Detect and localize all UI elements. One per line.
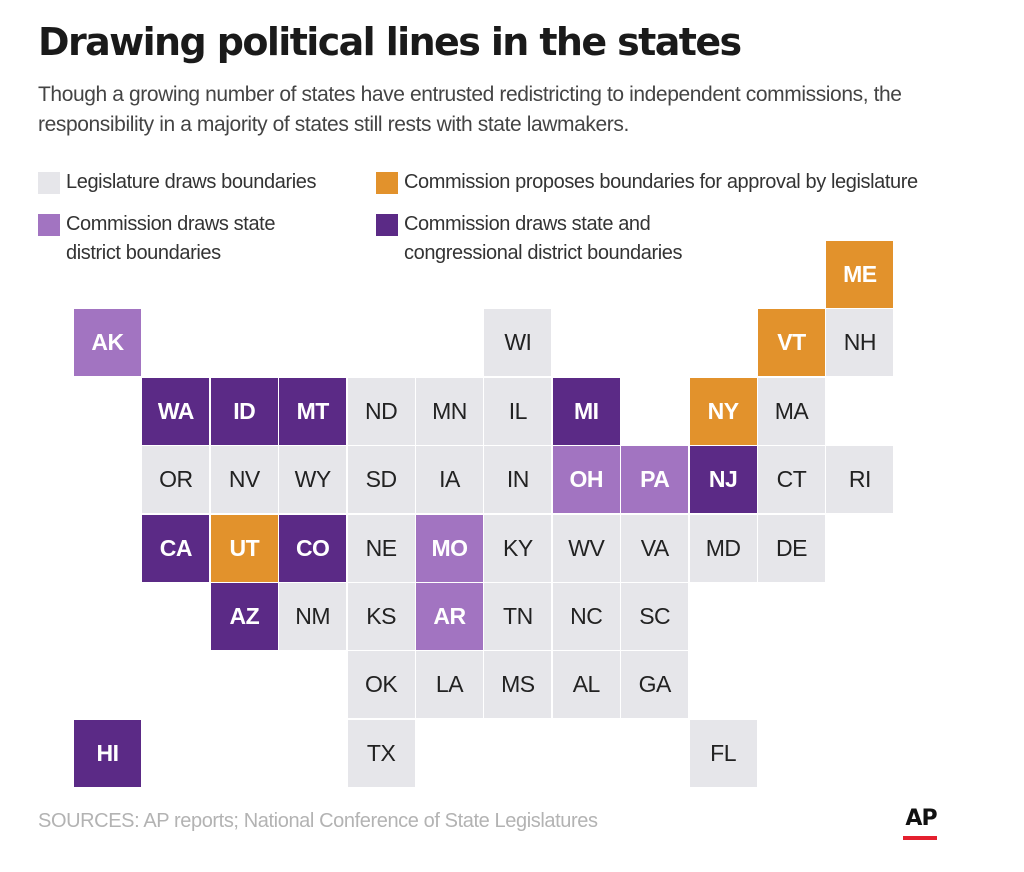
state-tile-me: ME (826, 241, 895, 309)
state-tile-ut: UT (210, 514, 279, 583)
state-tile-ne: NE (347, 514, 416, 583)
state-tile-nj: NJ (689, 446, 758, 515)
state-tile-tn: TN (484, 583, 553, 651)
state-tile-mi: MI (552, 377, 621, 446)
state-tile-mt: MT (279, 377, 348, 446)
state-tile-wi: WI (484, 309, 553, 378)
state-tile-ia: IA (416, 446, 484, 515)
state-tile-tx: TX (347, 719, 416, 788)
state-tile-vt: VT (758, 309, 826, 378)
state-tile-wv: WV (552, 514, 621, 583)
state-tile-ms: MS (484, 651, 553, 720)
legend-label-legislature: Legislature draws boundaries (66, 171, 317, 193)
state-tile-oh: OH (552, 446, 621, 515)
page-title: Drawing political lines in the states (38, 20, 742, 64)
state-tile-nc: NC (552, 583, 621, 651)
state-tile-nh: NH (826, 309, 895, 378)
state-tile-la: LA (416, 651, 484, 720)
ap-logo: AP (905, 806, 937, 831)
state-tile-hi: HI (74, 719, 142, 788)
source-note: SOURCES: AP reports; National Conference… (38, 810, 598, 832)
state-tile-nm: NM (279, 583, 348, 651)
state-tile-or: OR (142, 446, 211, 515)
legend-item-both: Commission draws state and congressional… (376, 210, 756, 268)
state-tile-ar: AR (416, 583, 484, 651)
state-tile-nv: NV (210, 446, 279, 515)
state-tile-al: AL (552, 651, 621, 720)
state-tile-mo: MO (416, 514, 484, 583)
state-tile-in: IN (484, 446, 553, 515)
state-tile-fl: FL (689, 719, 758, 788)
state-tile-ga: GA (621, 651, 690, 720)
state-tile-wy: WY (279, 446, 348, 515)
legend-item-proposes: Commission proposes boundaries for appro… (376, 168, 976, 197)
state-tile-sc: SC (621, 583, 690, 651)
state-tile-ky: KY (484, 514, 553, 583)
state-tile-de: DE (758, 514, 826, 583)
state-tile-sd: SD (347, 446, 416, 515)
state-tile-wa: WA (142, 377, 211, 446)
state-tile-ak: AK (74, 309, 142, 378)
legend-swatch-both (376, 214, 398, 236)
legend-swatch-legislature (38, 172, 60, 194)
state-tile-az: AZ (210, 583, 279, 651)
legend-label-state: Commission draws state district boundari… (66, 213, 276, 264)
page-subtitle: Though a growing number of states have e… (38, 83, 902, 136)
state-tile-ks: KS (347, 583, 416, 651)
state-tile-pa: PA (621, 446, 690, 515)
state-tile-ma: MA (758, 377, 826, 446)
state-tile-nd: ND (347, 377, 416, 446)
state-tile-ok: OK (347, 651, 416, 720)
legend-item-legislature: Legislature draws boundaries (38, 168, 358, 197)
state-tile-id: ID (210, 377, 279, 446)
state-tile-md: MD (689, 514, 758, 583)
state-tile-co: CO (279, 514, 348, 583)
legend-swatch-proposes (376, 172, 398, 194)
state-tile-ca: CA (142, 514, 211, 583)
ap-logo-underline (903, 836, 937, 840)
state-tile-ct: CT (758, 446, 826, 515)
state-tile-ny: NY (689, 377, 758, 446)
state-tile-il: IL (484, 377, 553, 446)
legend-label-both: Commission draws state and congressional… (404, 213, 683, 264)
legend-swatch-state (38, 214, 60, 236)
legend-label-proposes: Commission proposes boundaries for appro… (404, 171, 918, 193)
state-tile-ri: RI (826, 446, 895, 515)
legend-item-state: Commission draws state district boundari… (38, 210, 298, 268)
state-tile-mn: MN (416, 377, 484, 446)
state-tile-va: VA (621, 514, 690, 583)
